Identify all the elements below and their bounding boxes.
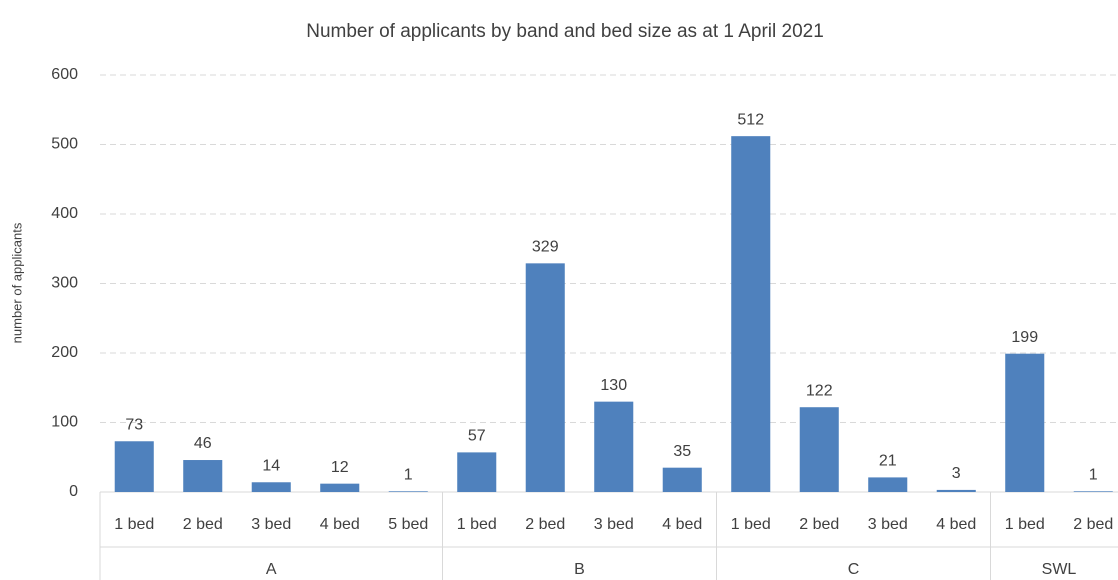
data-label: 73 [125,416,143,433]
data-label: 46 [194,435,212,452]
data-label: 199 [1011,329,1038,346]
data-label: 1 [1089,467,1098,484]
bar [731,136,771,492]
bar [114,441,154,492]
y-tick-label: 200 [51,344,78,361]
data-label: 512 [737,111,764,128]
data-label: 122 [806,382,833,399]
x-tick-label: 2 bed [799,516,839,533]
x-tick-label: 2 bed [525,516,565,533]
data-label: 130 [600,377,627,394]
x-tick-label: 4 bed [320,516,360,533]
data-label: 3 [952,465,961,482]
bar [1073,491,1113,492]
x-tick-label: 4 bed [662,516,702,533]
bar [594,401,634,492]
x-tick-label: 1 bed [114,516,154,533]
chart-title: Number of applicants by band and bed siz… [306,21,824,42]
data-label: 35 [673,443,691,460]
x-tick-label: 5 bed [388,516,428,533]
x-tick-label: 4 bed [936,516,976,533]
data-label: 329 [532,239,559,256]
y-axis-label: number of applicants [9,222,24,343]
bar [868,477,908,492]
group-label: A [266,561,277,578]
data-label: 21 [879,453,897,470]
bar [251,482,291,492]
bar [1005,353,1045,492]
x-tick-label: 2 bed [1073,516,1113,533]
bar [388,491,428,492]
y-tick-label: 100 [51,414,78,431]
bar [799,407,839,492]
bar [936,489,976,492]
x-tick-label: 3 bed [868,516,908,533]
data-label: 57 [468,428,486,445]
x-tick-label: 1 bed [731,516,771,533]
group-label: B [574,561,585,578]
y-tick-label: 600 [51,66,78,83]
group-label: SWL [1042,561,1077,578]
group-label: C [848,561,860,578]
bar [525,263,565,492]
y-tick-label: 500 [51,136,78,153]
y-tick-label: 300 [51,275,78,292]
x-tick-label: 2 bed [183,516,223,533]
bar [320,483,360,492]
y-tick-label: 400 [51,205,78,222]
y-tick-label: 0 [69,483,78,500]
x-tick-label: 3 bed [594,516,634,533]
x-tick-label: 1 bed [457,516,497,533]
data-label: 1 [404,467,413,484]
data-label: 14 [262,457,280,474]
bar [457,452,497,492]
x-tick-label: 3 bed [251,516,291,533]
data-label: 12 [331,459,349,476]
bar [662,467,702,492]
bar [183,460,223,492]
x-tick-label: 1 bed [1005,516,1045,533]
